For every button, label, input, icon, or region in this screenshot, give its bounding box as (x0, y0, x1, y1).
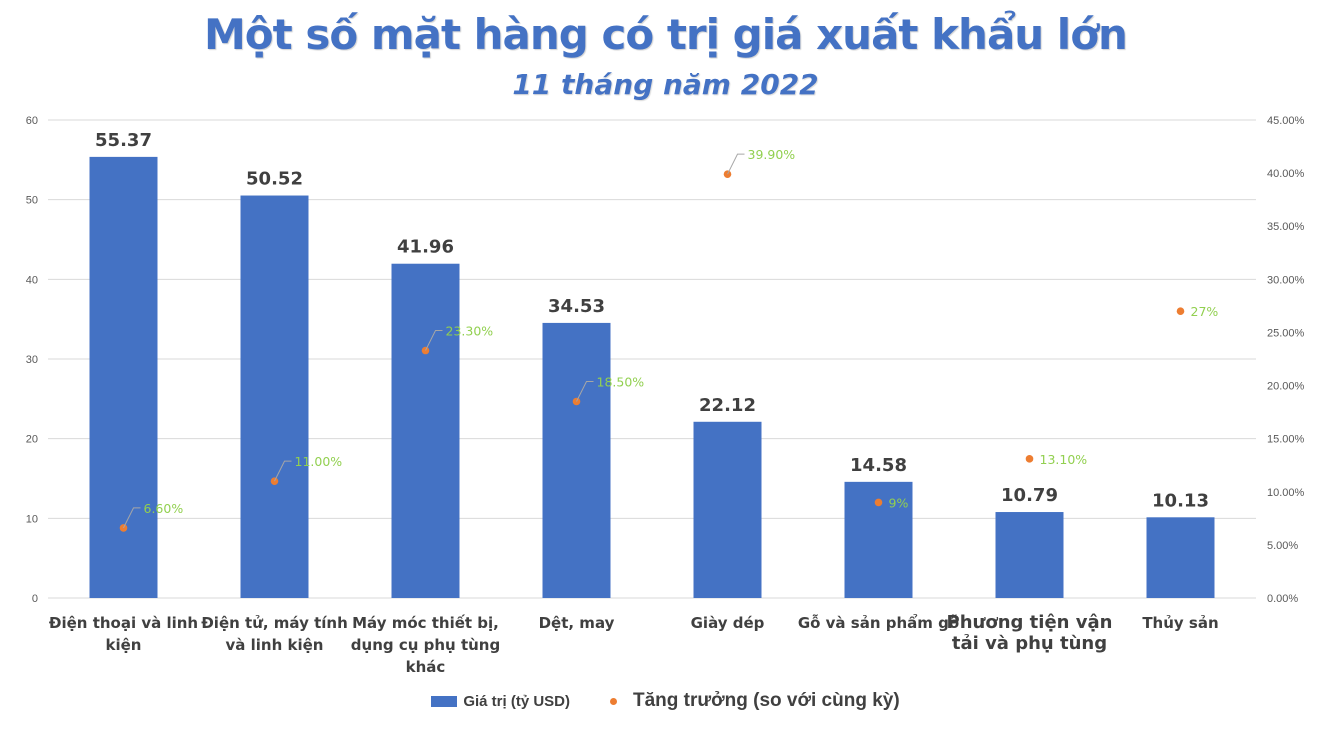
legend-label-growth: Tăng trưởng (so với cùng kỳ) (633, 690, 900, 711)
right-axis-tick: 0.00% (1267, 593, 1298, 605)
growth-label: 6.60% (144, 501, 184, 516)
gridlines (48, 119, 1256, 599)
category-label: Thủy sản (1142, 614, 1218, 632)
dot-marker-icon (610, 697, 617, 705)
leader-line (274, 460, 292, 482)
left-axis-tick: 60 (26, 115, 38, 127)
bar-value-label: 10.13 (1152, 490, 1209, 511)
leader-line (123, 507, 141, 529)
bar[interactable] (240, 195, 309, 599)
legend-item-value[interactable]: Giá trị (tỷ USD) (431, 693, 570, 710)
bar-swatch-icon (431, 695, 458, 707)
bar-value-label: 14.58 (850, 455, 907, 476)
leader-line (425, 330, 443, 351)
legend-item-growth[interactable]: Tăng trưởng (so với cùng kỳ) (610, 690, 900, 712)
growth-label: 23.30% (446, 324, 494, 339)
growth-label: 27% (1191, 304, 1219, 319)
right-axis-tick: 35.00% (1267, 221, 1305, 233)
growth-label: 18.50% (597, 374, 645, 389)
growth-scatter-series: 6.60% 11.00% 23.30% 18.50% 39.90% 9% 13.10% 27% (119, 147, 1219, 532)
category-label: Điện tử, máy tính (201, 614, 348, 632)
x-axis-category-labels: Điện thoại và linh kiện Điện tử, máy tính v… (49, 612, 1219, 676)
growth-dot[interactable] (874, 498, 883, 507)
right-axis-tick: 15.00% (1267, 434, 1305, 446)
bar[interactable] (1146, 517, 1215, 598)
left-axis-tick: 10 (26, 513, 38, 525)
combo-chart: 0 10 20 30 40 50 60 0.00% 5.00% 10.00% 15.00% 20.0… (26, 115, 1305, 676)
chart-subtitle: 11 tháng năm 2022 (512, 68, 819, 101)
right-axis-tick: 20.00% (1267, 381, 1305, 393)
left-axis-tick: 0 (32, 593, 38, 605)
right-axis-tick: 30.00% (1267, 274, 1305, 286)
right-axis-tick: 10.00% (1267, 487, 1305, 499)
leader-line (727, 153, 745, 175)
growth-dot[interactable] (1025, 455, 1034, 463)
bar-value-label: 50.52 (246, 169, 303, 190)
bar[interactable] (391, 263, 460, 598)
growth-dot[interactable] (270, 477, 279, 485)
left-y-axis: 0 10 20 30 40 50 60 (26, 115, 38, 605)
growth-label: 13.10% (1040, 452, 1088, 467)
right-axis-tick: 5.00% (1267, 540, 1298, 552)
chart-title: Một số mặt hàng có trị giá xuất khẩu lớn (204, 10, 1128, 59)
category-label: kiện (106, 636, 142, 654)
bar-series (89, 156, 1215, 599)
growth-label: 9% (889, 495, 909, 510)
legend-label-value: Giá trị (tỷ USD) (463, 692, 570, 710)
category-label: Máy móc thiết bị, (352, 613, 499, 632)
category-label: Phương tiện vận (947, 612, 1113, 633)
right-axis-tick: 40.00% (1267, 168, 1305, 180)
right-axis-tick: 45.00% (1267, 115, 1305, 127)
growth-dot[interactable] (1176, 307, 1185, 316)
category-label: khác (406, 658, 446, 676)
bar[interactable] (995, 512, 1064, 598)
bar-value-label: 55.37 (95, 130, 152, 151)
bar[interactable] (89, 156, 158, 598)
growth-dot[interactable] (421, 346, 430, 355)
bar-value-label: 22.12 (699, 395, 756, 416)
category-label: Gỗ và sản phẩm gỗ (798, 613, 959, 632)
left-axis-tick: 30 (26, 354, 38, 366)
growth-label: 11.00% (295, 454, 343, 469)
category-label: Dệt, may (539, 614, 615, 632)
right-y-axis: 0.00% 5.00% 10.00% 15.00% 20.00% 25.00% 30.00%… (1267, 115, 1305, 605)
bar-value-label: 41.96 (397, 237, 454, 258)
bar-value-label: 34.53 (548, 296, 605, 317)
right-axis-tick: 25.00% (1267, 327, 1305, 339)
category-label: tải và phụ tùng (952, 633, 1107, 654)
bar-value-label: 10.79 (1001, 485, 1058, 506)
category-label: và linh kiện (226, 636, 324, 654)
growth-label: 39.90% (748, 147, 796, 162)
bar-value-labels: 55.37 50.52 41.96 34.53 22.12 14.58 10.79 10.13 (95, 130, 1209, 511)
left-axis-tick: 40 (26, 274, 38, 286)
leader-line (576, 380, 594, 402)
bar[interactable] (693, 421, 762, 598)
category-label: dụng cụ phụ tùng (351, 636, 500, 654)
legend: Giá trị (tỷ USD) Tăng trưởng (so với cùn… (0, 690, 1331, 712)
category-label: Điện thoại và linh (49, 614, 198, 632)
category-label: Giày dép (691, 614, 765, 632)
left-axis-tick: 50 (26, 195, 38, 207)
bar[interactable] (542, 322, 611, 598)
left-axis-tick: 20 (26, 434, 38, 446)
